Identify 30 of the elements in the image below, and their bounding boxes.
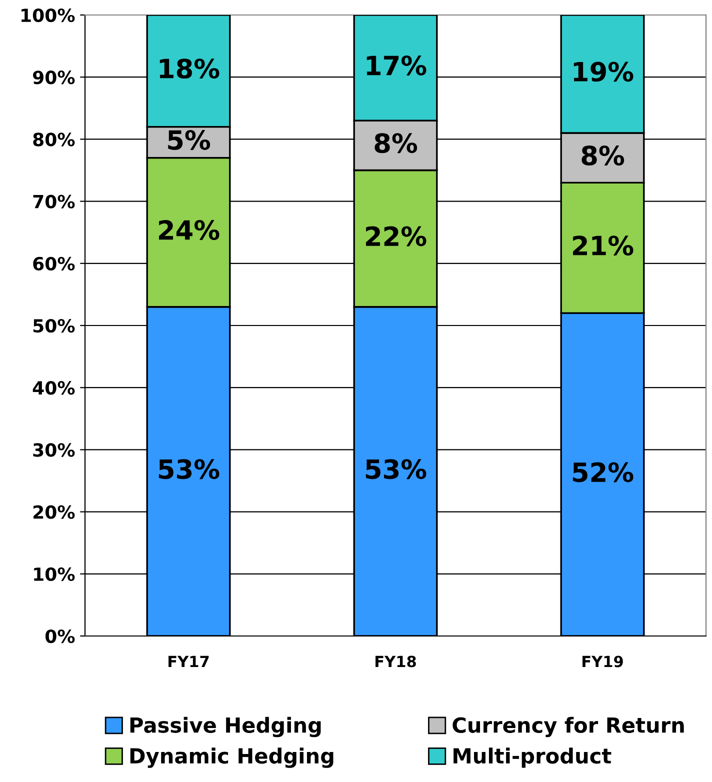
data-label: 17% <box>366 55 426 76</box>
legend-label: Currency for Return <box>452 716 684 738</box>
y-tick-label: 50% <box>33 318 75 333</box>
data-label: 8% <box>582 146 624 166</box>
data-label: 53% <box>366 459 426 480</box>
data-label: 19% <box>574 62 634 82</box>
data-label: 53% <box>158 459 220 480</box>
legend-label: Passive Hedging <box>130 716 321 738</box>
x-tick-label: FY18 <box>376 656 416 668</box>
x-tick-label: FY17 <box>168 656 209 668</box>
y-tick-label: 20% <box>33 505 75 519</box>
data-label: 24% <box>159 220 220 240</box>
y-tick-label: 90% <box>32 70 75 84</box>
data-label: 52% <box>572 462 634 482</box>
legend-label: Dynamic Hedging <box>130 748 334 768</box>
y-tick-label: 80% <box>33 132 75 146</box>
data-label: 5% <box>168 130 210 150</box>
y-tick-label: 10% <box>34 567 75 582</box>
data-label: 8% <box>374 133 418 154</box>
x-tick-label: FY19 <box>582 656 623 668</box>
legend-label: Multi-product <box>454 748 612 768</box>
y-tick-label: 100% <box>22 8 75 22</box>
y-tick-label: 60% <box>33 256 75 271</box>
y-tick-label: 30% <box>33 443 75 457</box>
y-tick-label: 70% <box>33 194 75 208</box>
data-label: 21% <box>573 236 634 256</box>
y-tick-label: 0% <box>45 629 75 644</box>
data-label: 22% <box>366 226 426 246</box>
y-tick-label: 40% <box>32 381 75 395</box>
data-label: 18% <box>160 58 220 79</box>
